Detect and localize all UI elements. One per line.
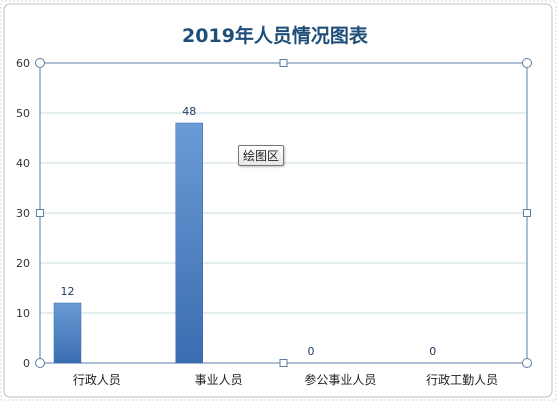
selection-handles[interactable] bbox=[35, 58, 532, 368]
data-label: 48 bbox=[182, 105, 196, 118]
y-axis-ticks: 0 10 20 30 40 50 60 bbox=[16, 57, 30, 370]
edge-resize-handle[interactable] bbox=[36, 209, 44, 217]
chart-border bbox=[3, 3, 553, 398]
y-tick-label: 20 bbox=[16, 257, 30, 270]
gridlines bbox=[40, 112, 527, 314]
y-tick-label: 40 bbox=[16, 157, 30, 170]
x-tick-label: 行政人员 bbox=[73, 373, 121, 387]
bar[interactable] bbox=[53, 302, 82, 364]
x-tick-label: 参公事业人员 bbox=[304, 372, 376, 387]
corner-resize-handle[interactable] bbox=[522, 358, 532, 368]
bars bbox=[53, 122, 203, 364]
data-labels: 12 48 0 0 bbox=[61, 105, 437, 358]
y-tick-label: 60 bbox=[16, 57, 30, 70]
chart-title: 2019年人员情况图表 bbox=[182, 24, 369, 47]
corner-resize-handle[interactable] bbox=[35, 58, 45, 68]
y-tick-label: 50 bbox=[16, 107, 30, 120]
data-label: 12 bbox=[61, 285, 75, 298]
data-label: 0 bbox=[308, 345, 315, 358]
data-label: 0 bbox=[429, 345, 436, 358]
corner-resize-handle[interactable] bbox=[522, 58, 532, 68]
plot-area-tooltip: 绘图区 bbox=[238, 145, 285, 166]
x-tick-label: 行政工勤人员 bbox=[426, 373, 498, 387]
edge-resize-handle[interactable] bbox=[523, 209, 531, 217]
x-axis-labels: 行政人员 事业人员 参公事业人员 行政工勤人员 bbox=[73, 372, 498, 387]
bar[interactable] bbox=[175, 122, 203, 364]
x-tick-label: 事业人员 bbox=[195, 373, 243, 387]
y-tick-label: 0 bbox=[23, 357, 30, 370]
edge-resize-handle[interactable] bbox=[279, 59, 288, 67]
y-tick-label: 10 bbox=[16, 307, 30, 320]
y-tick-label: 30 bbox=[16, 207, 30, 220]
corner-resize-handle[interactable] bbox=[35, 358, 45, 368]
edge-resize-handle[interactable] bbox=[279, 359, 288, 367]
